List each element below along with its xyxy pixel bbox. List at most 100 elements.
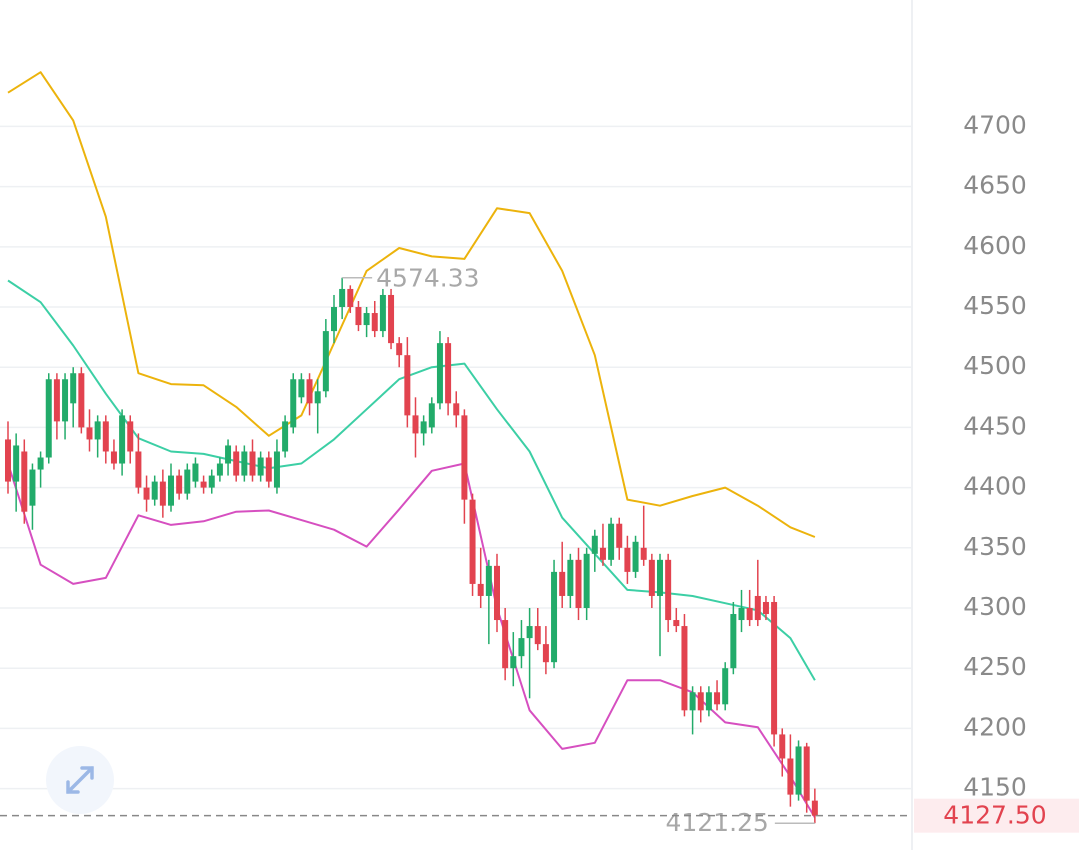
- candle-body: [110, 451, 117, 464]
- candle-body: [273, 451, 280, 488]
- candle-body: [534, 626, 541, 645]
- candle-body: [127, 421, 134, 452]
- candle-body: [518, 638, 525, 657]
- candle-body: [363, 313, 370, 326]
- candle-body: [624, 547, 631, 572]
- candle-body: [559, 571, 566, 596]
- y-tick-label: 4650: [963, 171, 1027, 200]
- candle-body: [151, 481, 158, 500]
- candle-body: [5, 439, 11, 482]
- y-tick-label: 4400: [963, 472, 1027, 501]
- candle-body: [208, 475, 215, 488]
- candle-body: [657, 559, 663, 596]
- candle-body: [404, 355, 411, 416]
- candle-body: [78, 373, 85, 428]
- candle-body: [705, 692, 712, 711]
- candle-body: [53, 379, 60, 422]
- candle-body: [762, 601, 769, 615]
- candle-body: [135, 451, 142, 488]
- y-tick-label: 4250: [963, 652, 1027, 681]
- high-label: 4574.33: [376, 264, 479, 293]
- candle-body: [176, 475, 183, 494]
- candle-body: [62, 379, 69, 422]
- candle-body: [738, 608, 745, 621]
- candle-body: [379, 294, 386, 332]
- candle-body: [469, 499, 476, 584]
- candle-body: [591, 535, 598, 554]
- candle-body: [306, 379, 313, 404]
- candle-body: [412, 415, 419, 434]
- candle-body: [290, 379, 297, 428]
- grid: 4150 4200 4250 4300 4350 4400 4450 4500 4550 4600…: [0, 110, 1027, 802]
- candle-body: [86, 427, 93, 440]
- candle-body: [665, 559, 672, 621]
- candle-body: [494, 565, 500, 621]
- candle-body: [355, 307, 362, 326]
- candle-body: [371, 313, 378, 332]
- candle-body: [722, 668, 729, 705]
- candle-body: [388, 294, 395, 344]
- band-line: [7, 279, 816, 681]
- low-label: 4121.25: [665, 808, 768, 837]
- candle-body: [632, 541, 639, 572]
- candle-body: [102, 421, 109, 452]
- candle-body: [331, 307, 337, 332]
- expand-button[interactable]: [46, 746, 114, 814]
- candle-body: [216, 463, 223, 476]
- candle-body: [339, 288, 346, 308]
- candle-body: [502, 620, 509, 669]
- candle-body: [184, 469, 191, 494]
- candle-body: [257, 457, 264, 476]
- candle-body: [746, 608, 753, 621]
- candle-body: [795, 746, 802, 795]
- candles: [5, 277, 818, 824]
- candle-body: [567, 559, 574, 596]
- candle-body: [510, 656, 517, 669]
- candle-body: [241, 451, 248, 476]
- candle-body: [396, 343, 403, 356]
- band-line: [7, 71, 816, 538]
- candle-body: [583, 553, 590, 609]
- candle-body: [616, 523, 623, 548]
- candle-body: [200, 481, 207, 488]
- candle-body: [420, 421, 427, 434]
- annotations: 4574.33 4121.25 4127.50: [0, 264, 1079, 837]
- candle-body: [265, 457, 272, 482]
- candle-body: [485, 565, 492, 596]
- candle-body: [314, 391, 321, 404]
- last-price-box: [914, 798, 1079, 833]
- candle-body: [689, 692, 696, 711]
- candle-body: [697, 692, 704, 711]
- candle-body: [730, 614, 737, 669]
- candle-body: [673, 620, 680, 627]
- candle-body: [192, 463, 199, 482]
- candle-body: [347, 288, 354, 308]
- candle-body: [21, 451, 28, 512]
- candle-body: [29, 469, 36, 506]
- candle-body: [453, 403, 460, 416]
- y-tick-label: 4550: [963, 291, 1027, 320]
- candle-body: [779, 734, 786, 759]
- candle-body: [143, 487, 150, 500]
- candle-body: [811, 800, 818, 816]
- candle-body: [249, 451, 256, 476]
- candle-body: [445, 343, 452, 404]
- candle-body: [640, 547, 647, 560]
- y-tick-label: 4200: [963, 712, 1027, 741]
- candle-body: [233, 451, 240, 476]
- candle-body: [461, 415, 468, 500]
- candle-body: [13, 445, 20, 482]
- y-tick-label: 4350: [963, 532, 1027, 561]
- expand-icon[interactable]: [66, 766, 94, 794]
- candle-body: [70, 373, 77, 404]
- y-tick-label: 4300: [963, 592, 1027, 621]
- candle-body: [477, 583, 484, 596]
- candle-body: [119, 415, 126, 464]
- candle-body: [608, 523, 615, 560]
- y-tick-label: 4450: [963, 411, 1027, 440]
- candle-body: [551, 571, 558, 663]
- candle-body: [168, 475, 174, 506]
- candle-body: [771, 601, 778, 735]
